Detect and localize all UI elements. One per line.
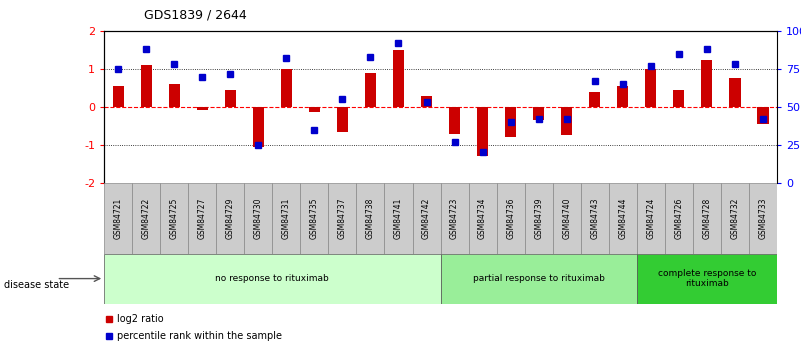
Text: partial response to rituximab: partial response to rituximab [473,274,605,283]
Bar [337,107,348,132]
Text: GDS1839 / 2644: GDS1839 / 2644 [144,9,247,22]
Text: GSM84741: GSM84741 [394,198,403,239]
Bar [141,65,152,107]
Bar [188,183,216,254]
Bar [505,107,517,137]
Bar [525,183,553,254]
Text: percentile rank within the sample: percentile rank within the sample [118,332,282,341]
Text: GSM84724: GSM84724 [646,198,655,239]
Bar [693,183,721,254]
Text: GSM84725: GSM84725 [170,198,179,239]
Bar [253,107,264,147]
Bar [665,183,693,254]
Bar [581,183,609,254]
Bar [197,107,208,110]
Text: GSM84739: GSM84739 [534,197,543,239]
Bar [224,90,235,107]
Bar [609,183,637,254]
Bar [749,183,777,254]
Bar [132,183,160,254]
Text: GSM84722: GSM84722 [142,198,151,239]
Bar [637,254,777,304]
Text: log2 ratio: log2 ratio [118,314,164,324]
Bar [674,90,684,107]
Bar [356,183,384,254]
Bar [309,107,320,111]
Bar [533,107,545,120]
Text: GSM84743: GSM84743 [590,197,599,239]
Text: GSM84733: GSM84733 [759,197,767,239]
Bar [365,73,376,107]
Bar [384,183,413,254]
Text: GSM84730: GSM84730 [254,197,263,239]
Bar [441,254,637,304]
Bar [392,50,404,107]
Text: GSM84721: GSM84721 [114,198,123,239]
Text: GSM84729: GSM84729 [226,198,235,239]
Bar [758,107,768,124]
Bar [477,107,489,156]
Bar [272,183,300,254]
Bar [449,107,460,134]
Bar [104,254,441,304]
Bar [280,69,292,107]
Bar [300,183,328,254]
Text: GSM84740: GSM84740 [562,197,571,239]
Bar [730,79,740,107]
Text: GSM84737: GSM84737 [338,197,347,239]
Bar [702,60,713,107]
Bar [469,183,497,254]
Bar [589,92,601,107]
Text: GSM84734: GSM84734 [478,197,487,239]
Text: no response to rituximab: no response to rituximab [215,274,329,283]
Text: GSM84728: GSM84728 [702,198,711,239]
Text: GSM84736: GSM84736 [506,197,515,239]
Text: GSM84735: GSM84735 [310,197,319,239]
Bar [646,69,657,107]
Text: GSM84726: GSM84726 [674,198,683,239]
Text: disease state: disease state [4,280,69,289]
Bar [497,183,525,254]
Bar [561,107,572,136]
Text: GSM84731: GSM84731 [282,198,291,239]
Bar [160,183,188,254]
Text: GSM84738: GSM84738 [366,198,375,239]
Text: GSM84732: GSM84732 [731,198,739,239]
Bar [168,84,179,107]
Text: GSM84723: GSM84723 [450,198,459,239]
Bar [112,86,123,107]
Text: GSM84742: GSM84742 [422,198,431,239]
Bar [618,86,628,107]
Bar [721,183,749,254]
Bar [216,183,244,254]
Bar [637,183,665,254]
Bar [328,183,356,254]
Bar [421,96,433,107]
Bar [441,183,469,254]
Bar [553,183,581,254]
Text: GSM84727: GSM84727 [198,198,207,239]
Bar [104,183,132,254]
Bar [244,183,272,254]
Text: GSM84744: GSM84744 [618,197,627,239]
Bar [413,183,441,254]
Text: complete response to
rituximab: complete response to rituximab [658,269,756,288]
